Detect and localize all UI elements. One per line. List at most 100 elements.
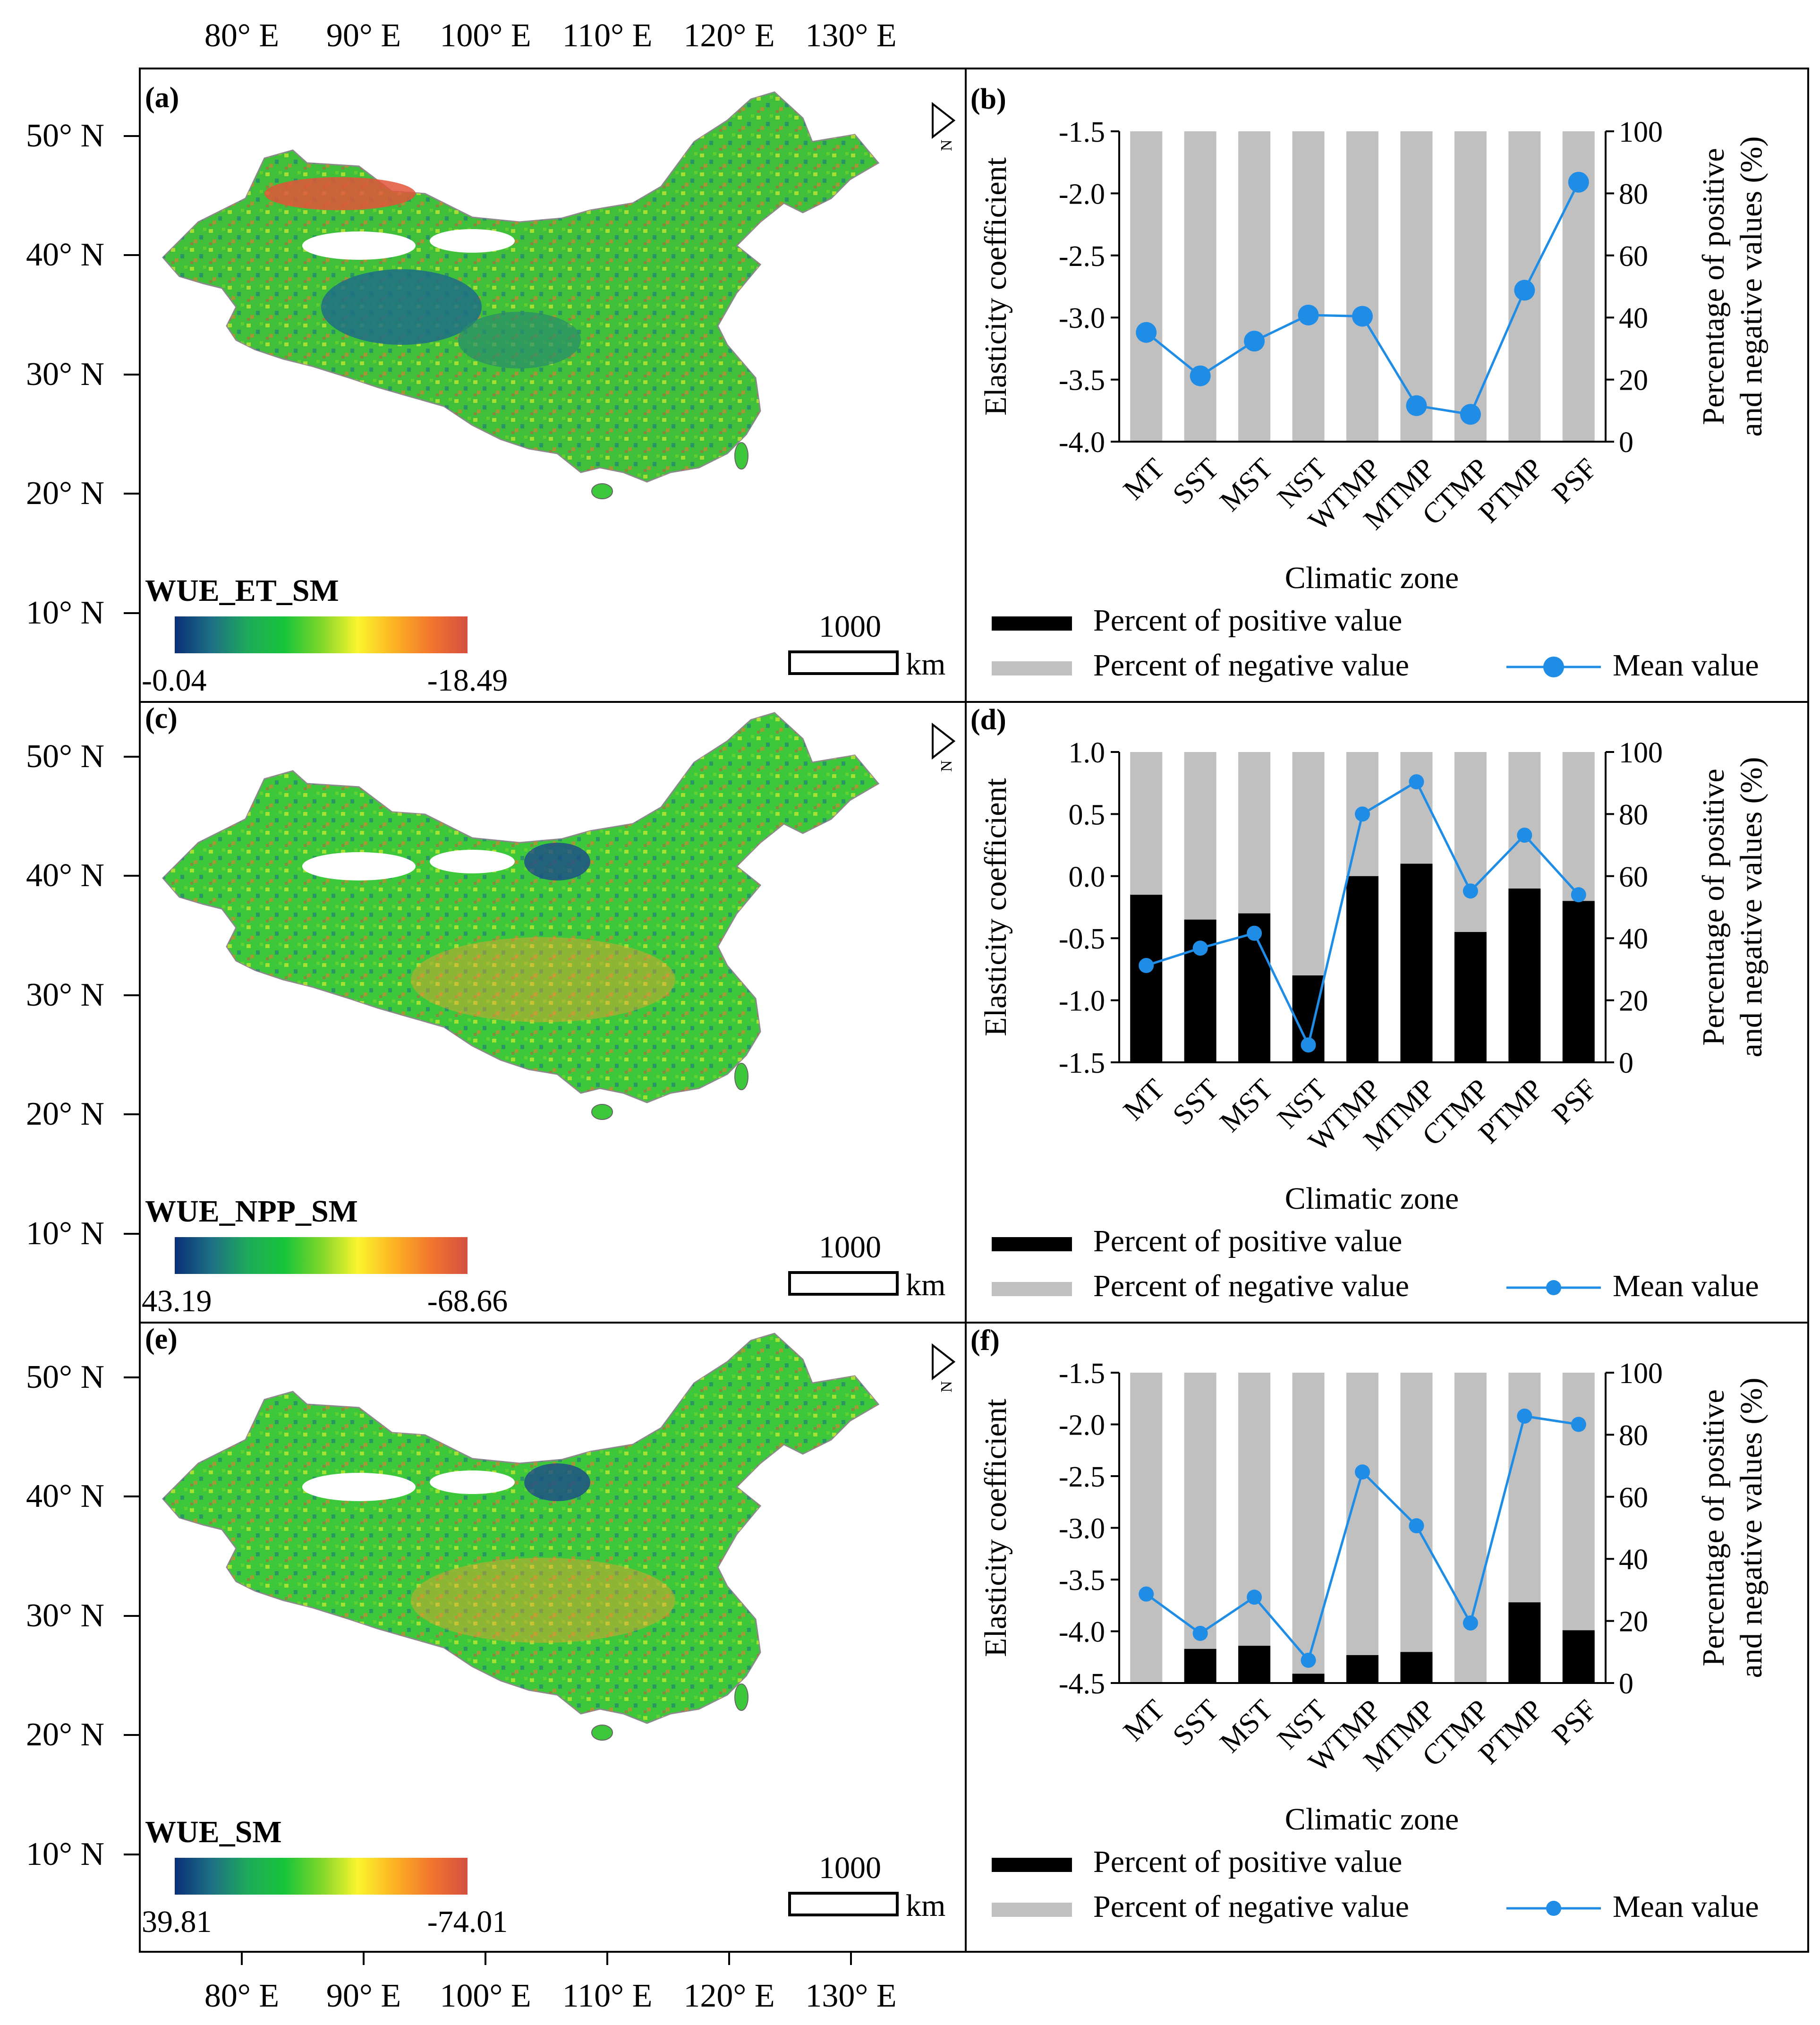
taiwan-island [734,1683,748,1711]
lon-tick-label: 130° E [805,1978,896,2014]
positive-bar [1508,889,1541,1062]
mean-value-point [1571,887,1586,903]
map-panel-e: (e) 50° N 40° N 30° N 20° N 10° N N WUE_SM 39.81… [26,1323,956,1939]
map-panel-a: (a) 50° N 40° N 30° N 20° N 10° N N WUE_ET_SM -0… [26,82,956,698]
negative-bar [1562,1373,1595,1631]
negative-bar [1238,131,1271,442]
lat-tick-label: 10° N [26,595,104,631]
negative-bar [1400,1373,1433,1652]
negative-bar [1292,1373,1325,1674]
y2-tick-label: 40 [1619,302,1648,334]
mean-value-point [1190,365,1211,386]
y-axis-title: Elasticity coefficient [978,778,1013,1036]
y2-tick-label: 20 [1619,365,1648,397]
north-arrow-label: N [938,139,955,151]
negative-bar [1238,752,1271,914]
x-axis-title: Climatic zone [1285,561,1459,595]
lat-tick-label: 40° N [26,237,104,273]
y-tick-label: -2.0 [1059,178,1105,210]
scale-bar [788,1892,899,1916]
lat-tick-label: 40° N [26,1478,104,1514]
category-label: PSF [1546,452,1603,509]
category-label: MST [1214,1693,1279,1759]
negative-bar [1508,1373,1541,1603]
legend-min-label: -0.04 [142,663,206,698]
positive-bar [1184,1649,1216,1683]
mean-value-point [1571,1417,1586,1432]
scale-value: 1000 [819,609,881,644]
category-label: SST [1166,452,1225,511]
lat-tick-label: 40° N [26,857,104,894]
y-tick-label: 0.0 [1069,861,1106,893]
top-longitude-labels: 80° E 90° E 100° E 110° E 120° E 130° E [204,17,897,54]
mean-value-point [1247,925,1262,941]
y-tick-label: -4.0 [1059,427,1105,459]
y-tick-label: -3.5 [1059,365,1105,397]
category-label: MT [1117,452,1171,506]
panel-label: (c) [145,702,178,735]
mean-value-point [1136,322,1157,343]
y2-axis-title-line1: Percentage of positive [1696,1389,1731,1666]
low-value-region [458,312,581,368]
scale-unit: km [906,1268,945,1302]
positive-bar [1454,932,1487,1062]
category-label: MT [1117,1073,1171,1127]
north-arrow-icon [932,102,956,139]
mean-value-point [1139,958,1154,974]
y2-tick-label: 40 [1619,1544,1648,1576]
legend-mean-marker [1546,1901,1561,1916]
mean-value-point [1514,280,1535,301]
lat-tick-label: 30° N [26,977,104,1013]
negative-bar [1184,1373,1216,1649]
lat-tick-label: 30° N [26,1598,104,1634]
lat-tick-label: 20° N [26,1717,104,1753]
category-label: PSF [1546,1693,1603,1751]
panel-label: (a) [145,82,179,114]
lon-tick-label: 100° E [440,1978,531,2014]
y2-axis-title-line2: and negative values (%) [1734,137,1769,437]
y2-tick-label: 100 [1619,116,1663,148]
mean-value-point [1355,806,1370,822]
y-axis-title: Elasticity coefficient [978,157,1013,416]
lat-tick-label: 20° N [26,1096,104,1132]
scale-bar [788,650,899,675]
mean-value-point [1192,1625,1208,1641]
legend-min-label: 43.19 [142,1284,212,1318]
y-axis-title: Elasticity coefficient [978,1399,1013,1657]
y-tick-label: 0.5 [1069,799,1106,831]
panel-label: (e) [145,1323,178,1355]
no-data-region [302,231,416,260]
mean-value-point [1244,331,1265,352]
legend-mean-marker [1543,657,1564,677]
mean-value-point [1463,1615,1478,1631]
legend-max-label: -74.01 [427,1905,508,1939]
legend-positive-swatch [992,1237,1072,1251]
scale-bar [788,1271,899,1296]
y2-axis-title-line1: Percentage of positive [1696,769,1731,1045]
bottom-longitude-labels: 80° E 90° E 100° E 110° E 120° E 130° E [204,1978,897,2014]
positive-bar [1346,1655,1378,1683]
chart-panel-b: (b) -1.5 -2.0 -2.5 -3.0 -3.5 -4.0 100 80 60 40 20 0 M… [970,83,1769,683]
y-tick-label: -3.5 [1059,1564,1105,1597]
high-value-region [411,937,675,1022]
north-arrow-icon [932,1343,956,1381]
negative-bar [1454,752,1487,932]
mean-value-point [1301,1652,1316,1668]
panel-frames [139,68,1809,1953]
negative-bar [1400,131,1433,442]
taiwan-island [734,1063,748,1090]
raster-speckle [163,92,878,482]
high-value-region [264,177,416,210]
legend-mean-label: Mean value [1613,1269,1759,1303]
y-tick-label: -1.5 [1059,1358,1105,1390]
negative-bar [1292,131,1325,442]
lat-tick-label: 50° N [26,738,104,775]
mean-value-point [1406,395,1427,416]
y2-axis-title-line2: and negative values (%) [1734,1378,1769,1678]
lat-tick-label: 30° N [26,356,104,393]
y2-tick-label: 0 [1619,427,1633,459]
low-value-region [321,269,482,345]
y2-tick-label: 40 [1619,923,1648,955]
scale-value: 1000 [819,1230,881,1265]
negative-bar [1184,752,1216,920]
